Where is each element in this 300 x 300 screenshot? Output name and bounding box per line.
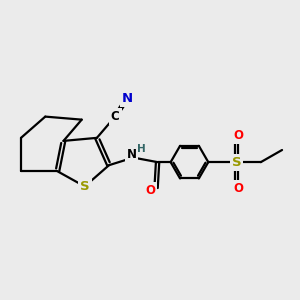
Text: O: O (145, 184, 155, 197)
Text: H: H (137, 144, 146, 154)
Text: N: N (127, 148, 137, 161)
Text: S: S (80, 180, 89, 193)
Text: O: O (233, 182, 243, 195)
Text: S: S (232, 156, 241, 169)
Text: C: C (111, 110, 119, 123)
Text: O: O (233, 129, 243, 142)
Text: N: N (122, 92, 133, 105)
